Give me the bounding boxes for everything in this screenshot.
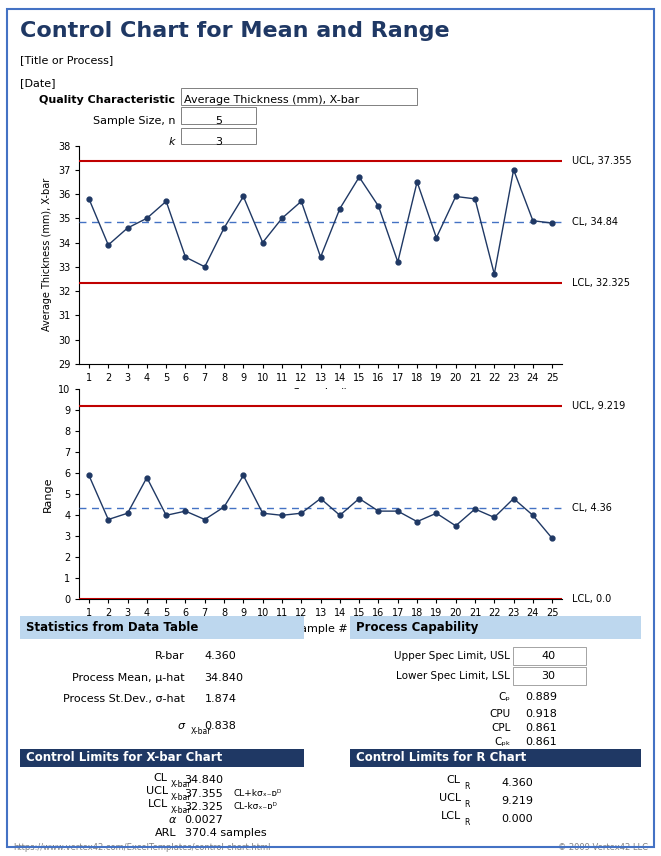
Text: CPU: CPU (489, 710, 510, 719)
Y-axis label: Average Thickness (mm), X-bar: Average Thickness (mm), X-bar (42, 178, 52, 331)
X-axis label: Sample #: Sample # (293, 389, 348, 398)
Y-axis label: Range: Range (42, 477, 52, 512)
Text: [Title or Process]: [Title or Process] (20, 55, 113, 65)
FancyBboxPatch shape (20, 616, 304, 639)
Text: LCL: LCL (147, 799, 168, 809)
Text: Process St.Dev., σ-hat: Process St.Dev., σ-hat (63, 694, 184, 704)
Text: LCL, 0.0: LCL, 0.0 (572, 594, 611, 604)
FancyBboxPatch shape (350, 749, 641, 767)
Text: CL, 34.84: CL, 34.84 (572, 217, 617, 227)
Text: Statistics from Data Table: Statistics from Data Table (26, 621, 198, 634)
Text: Percent Yield: Percent Yield (443, 752, 510, 762)
Text: 370.4 samples: 370.4 samples (184, 828, 266, 837)
Text: Cₚₖ: Cₚₖ (494, 737, 510, 746)
Text: CPL: CPL (491, 723, 510, 733)
FancyBboxPatch shape (181, 88, 418, 104)
Text: Cₚ: Cₚ (498, 692, 510, 702)
Text: LCL: LCL (441, 811, 461, 822)
Text: 0.861: 0.861 (525, 723, 557, 733)
Text: X-bar: X-bar (190, 728, 211, 736)
Text: UCL: UCL (439, 794, 461, 804)
Text: 9.219: 9.219 (502, 796, 533, 806)
Text: CL: CL (153, 773, 168, 782)
Text: 0.889: 0.889 (525, 692, 557, 702)
FancyBboxPatch shape (181, 128, 256, 145)
Text: Process Mean, μ-hat: Process Mean, μ-hat (72, 674, 184, 683)
Text: Process Capability: Process Capability (356, 621, 479, 634)
Text: X-bar: X-bar (171, 793, 191, 802)
Text: R-bar: R-bar (155, 651, 184, 661)
Text: © 2009 Vertex42 LLC: © 2009 Vertex42 LLC (558, 843, 648, 852)
Text: R: R (464, 800, 469, 809)
Text: LCL, 32.325: LCL, 32.325 (572, 278, 629, 288)
FancyBboxPatch shape (513, 667, 586, 685)
Text: UCL, 37.355: UCL, 37.355 (572, 156, 631, 166)
Text: 30: 30 (541, 671, 555, 681)
Text: CL-kσₓ₋ᴅᴰ: CL-kσₓ₋ᴅᴰ (233, 802, 277, 811)
Text: 34.840: 34.840 (184, 776, 223, 786)
Text: UCL: UCL (145, 787, 168, 796)
FancyBboxPatch shape (513, 647, 586, 665)
Text: 3: 3 (215, 137, 222, 146)
Text: Average Thickness (mm), X-bar: Average Thickness (mm), X-bar (184, 95, 360, 104)
Text: UCL, 9.219: UCL, 9.219 (572, 401, 625, 411)
Text: CL: CL (447, 776, 461, 786)
Text: Control Limits for X-bar Chart: Control Limits for X-bar Chart (26, 752, 221, 764)
Text: Control Chart for Mean and Range: Control Chart for Mean and Range (20, 21, 449, 40)
Text: Lower Spec Limit, LSL: Lower Spec Limit, LSL (397, 671, 510, 681)
Text: X-bar: X-bar (171, 805, 191, 815)
Text: 0.838: 0.838 (205, 721, 237, 730)
Text: σ: σ (178, 721, 184, 730)
Text: 37.355: 37.355 (184, 789, 223, 799)
Text: CL+kσₓ₋ᴅᴰ: CL+kσₓ₋ᴅᴰ (233, 789, 281, 799)
Text: 40: 40 (541, 651, 555, 661)
Text: 0.861: 0.861 (525, 737, 557, 746)
X-axis label: Sample #: Sample # (293, 624, 348, 633)
Text: 99.21%: 99.21% (525, 752, 567, 762)
Text: 32.325: 32.325 (184, 801, 223, 811)
Text: [Date]: [Date] (20, 79, 56, 88)
FancyBboxPatch shape (20, 749, 304, 767)
Text: 0.918: 0.918 (525, 710, 557, 719)
Text: 5: 5 (215, 116, 222, 126)
Text: Sample Size, n: Sample Size, n (93, 116, 175, 126)
Text: 34.840: 34.840 (205, 674, 244, 683)
Text: CL, 4.36: CL, 4.36 (572, 502, 611, 513)
Text: https://www.vertex42.com/ExcelTemplates/control-chart.html: https://www.vertex42.com/ExcelTemplates/… (13, 843, 271, 852)
Text: α: α (169, 815, 176, 825)
Text: 4.360: 4.360 (205, 651, 237, 661)
Text: k: k (169, 137, 175, 146)
Text: X-bar: X-bar (171, 780, 191, 788)
Text: Upper Spec Limit, USL: Upper Spec Limit, USL (395, 651, 510, 661)
Text: R: R (464, 782, 469, 791)
Text: ARL: ARL (155, 828, 176, 837)
Text: 1.874: 1.874 (205, 694, 237, 704)
Text: Control Limits for R Chart: Control Limits for R Chart (356, 752, 526, 764)
FancyBboxPatch shape (181, 107, 256, 124)
FancyBboxPatch shape (350, 616, 641, 639)
Text: Quality Characteristic: Quality Characteristic (39, 95, 175, 104)
Text: R: R (464, 818, 469, 827)
Text: 0.0027: 0.0027 (184, 815, 223, 825)
Text: 0.000: 0.000 (502, 814, 533, 824)
Text: 4.360: 4.360 (502, 778, 533, 788)
